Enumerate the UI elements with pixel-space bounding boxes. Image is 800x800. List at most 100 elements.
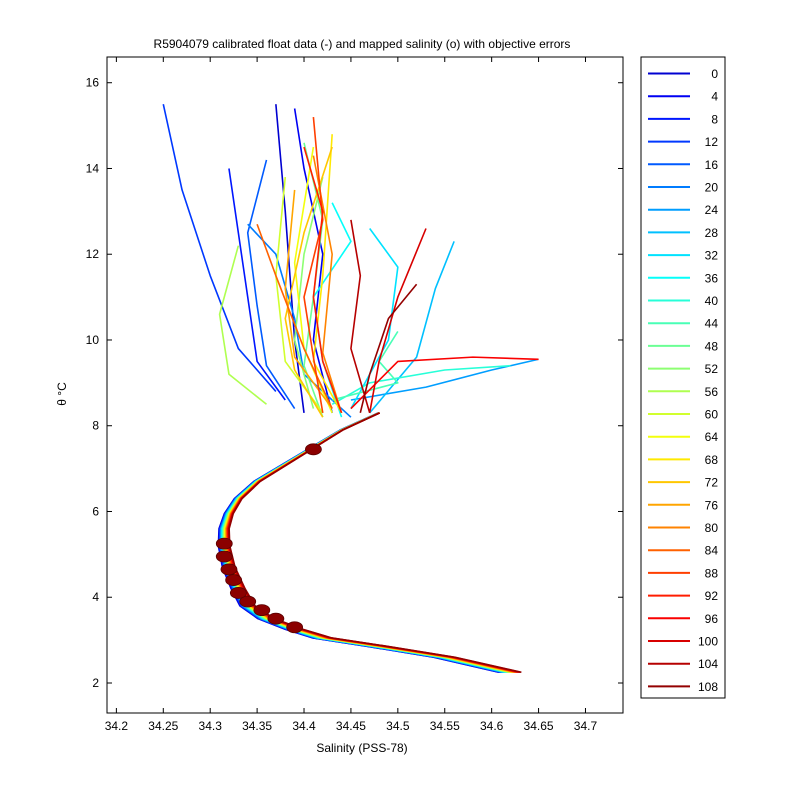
deep-profile-line	[227, 412, 520, 674]
legend-label: 4	[711, 90, 718, 104]
profile-line	[331, 364, 511, 405]
x-axis: 34.2 34.25 34.3 34.35 34.4 34.45 34.5 34.55 34.6…	[105, 57, 598, 733]
profile-line	[162, 103, 277, 392]
x-tick-label: 34.3	[199, 719, 223, 733]
mapped-salinity-point	[220, 563, 238, 576]
deep-profile-line	[221, 412, 507, 674]
profile-line	[284, 189, 333, 410]
deep-profile-line	[221, 412, 508, 674]
profile-line	[247, 223, 352, 418]
legend: 0481216202428323640444852566064687276808…	[648, 67, 718, 694]
deep-profile-line	[218, 412, 502, 674]
legend-label: 20	[705, 181, 719, 195]
x-tick-label: 34.6	[480, 719, 504, 733]
y-tick-label: 14	[86, 161, 100, 175]
legend-label: 28	[705, 226, 719, 240]
profile-line	[218, 245, 267, 405]
deep-profile-line	[217, 412, 499, 674]
y-tick-label: 2	[92, 676, 99, 690]
chart-title: R5904079 calibrated float data (-) and m…	[154, 37, 571, 51]
legend-label: 60	[705, 408, 719, 422]
plot-frame	[106, 56, 624, 714]
deep-profile-line	[227, 412, 521, 674]
x-tick-label: 34.45	[336, 719, 366, 733]
profile-line	[246, 159, 296, 410]
deep-profile-line	[218, 412, 501, 674]
deep-profile-line	[226, 412, 517, 674]
x-tick-label: 34.4	[292, 719, 316, 733]
y-tick-label: 4	[92, 590, 99, 604]
profile-line	[275, 104, 305, 413]
mapped-salinity-point	[225, 574, 243, 586]
legend-label: 68	[705, 453, 719, 467]
x-tick-label: 34.7	[574, 719, 598, 733]
x-tick-label: 34.55	[430, 719, 460, 733]
legend-label: 36	[705, 271, 719, 285]
legend-label: 88	[705, 566, 719, 580]
legend-label: 12	[705, 135, 719, 149]
profile-line	[284, 146, 333, 418]
legend-label: 96	[705, 612, 719, 626]
legend-label: 24	[705, 203, 719, 217]
deep-profile-line	[219, 412, 503, 674]
deep-profile-line	[224, 412, 514, 674]
mapped-salinity-point	[253, 604, 271, 616]
legend-label: 64	[705, 430, 719, 444]
profile-line	[228, 168, 286, 401]
x-tick-label: 34.5	[386, 719, 410, 733]
legend-label: 44	[705, 317, 719, 331]
y-tick-label: 10	[86, 333, 100, 347]
profile-line	[293, 176, 324, 409]
deep-profile-line	[228, 412, 522, 674]
legend-label: 48	[705, 339, 719, 353]
legend-label: 92	[705, 589, 719, 603]
deep-profile-line	[223, 412, 512, 674]
deep-profile-line	[220, 412, 504, 674]
legend-label: 16	[705, 158, 719, 172]
x-tick-label: 34.25	[148, 719, 178, 733]
deep-profile-line	[225, 412, 516, 674]
deep-profile-line	[222, 412, 509, 674]
profile-line	[350, 219, 371, 414]
mapped-salinity-point	[215, 537, 233, 550]
legend-label: 76	[705, 498, 719, 512]
deep-profile-line	[226, 412, 518, 674]
legend-label: 8	[711, 112, 718, 126]
profile-line	[369, 241, 455, 414]
legend-label: 84	[705, 544, 719, 558]
deep-profile-line	[225, 412, 515, 674]
y-tick-label: 8	[92, 419, 99, 433]
x-tick-label: 34.2	[105, 719, 129, 733]
legend-label: 56	[705, 385, 719, 399]
x-tick-label: 34.65	[524, 719, 554, 733]
y-tick-label: 6	[92, 504, 99, 518]
profile-line	[293, 108, 333, 414]
legend-label: 104	[698, 657, 718, 671]
deep-profile-line	[226, 412, 519, 674]
legend-label: 72	[705, 476, 719, 490]
legend-label: 80	[705, 521, 719, 535]
x-tick-label: 34.35	[242, 719, 272, 733]
profile-line	[312, 155, 343, 414]
deep-profile-line	[224, 412, 514, 674]
mapped-salinity-point	[286, 621, 304, 634]
profile-line	[350, 358, 539, 401]
y-axis-label: θ °C	[55, 382, 69, 406]
deep-profile-line	[219, 412, 503, 674]
y-tick-label: 16	[86, 76, 100, 90]
y-axis: 2 4 6 8 10 12 14 16	[86, 76, 623, 690]
legend-label: 32	[705, 249, 719, 263]
deep-profile-line	[222, 412, 509, 674]
deep-profile-line	[223, 412, 510, 674]
legend-label: 40	[705, 294, 719, 308]
profile-line	[303, 146, 343, 414]
mapped-salinity-point	[304, 443, 322, 456]
mapped-salinity-point	[267, 612, 285, 625]
deep-profile-line	[220, 412, 506, 674]
deep-profile-line	[223, 412, 511, 674]
profile-line	[359, 283, 418, 414]
deep-profile-line	[220, 412, 505, 674]
legend-label: 52	[705, 362, 719, 376]
legend-label: 0	[711, 67, 718, 81]
